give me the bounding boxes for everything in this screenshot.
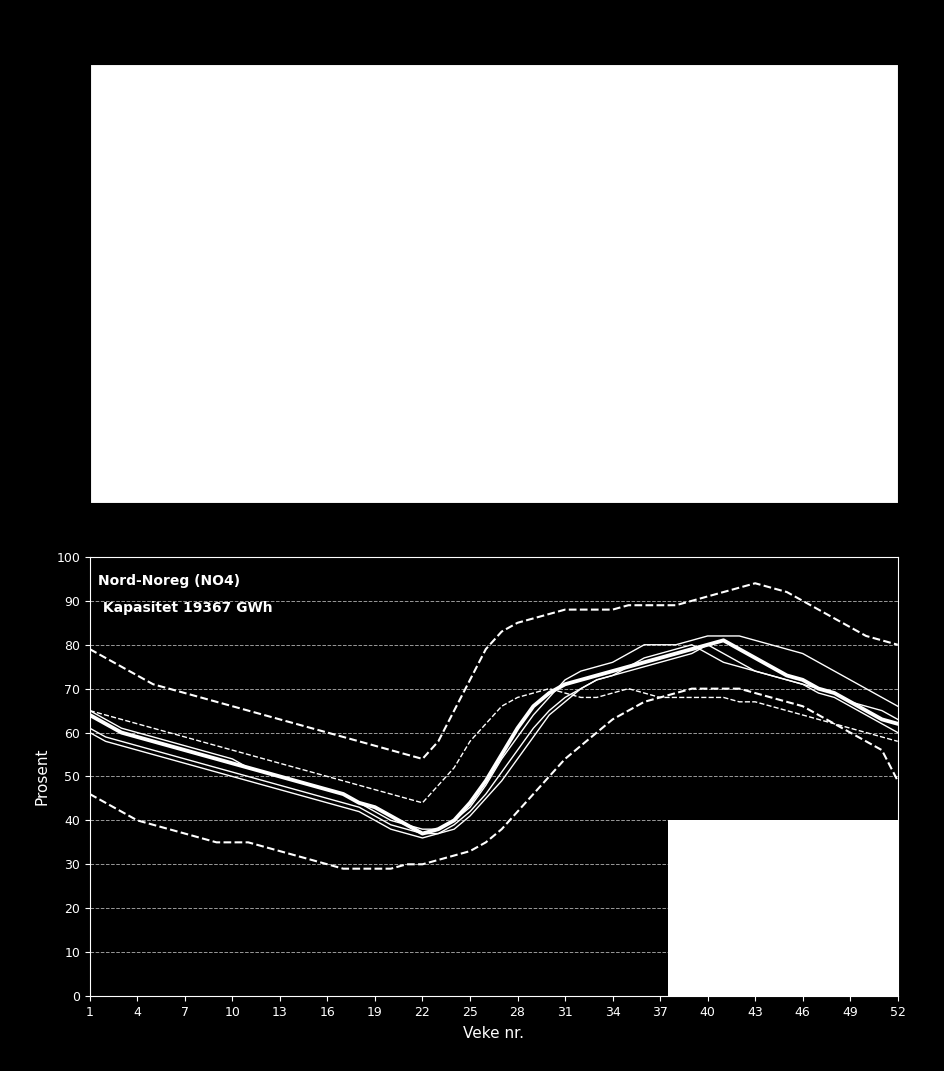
- Y-axis label: Prosent: Prosent: [34, 748, 49, 805]
- Bar: [667, 820, 897, 996]
- Text: Nord-Noreg (NO4): Nord-Noreg (NO4): [97, 574, 240, 588]
- Text: Kapasitet 19367 GWh: Kapasitet 19367 GWh: [97, 601, 272, 615]
- Y-axis label: Prosent: Prosent: [34, 255, 49, 313]
- X-axis label: Veke nr.: Veke nr.: [463, 1026, 524, 1041]
- X-axis label: Veke nr.: Veke nr.: [463, 533, 524, 548]
